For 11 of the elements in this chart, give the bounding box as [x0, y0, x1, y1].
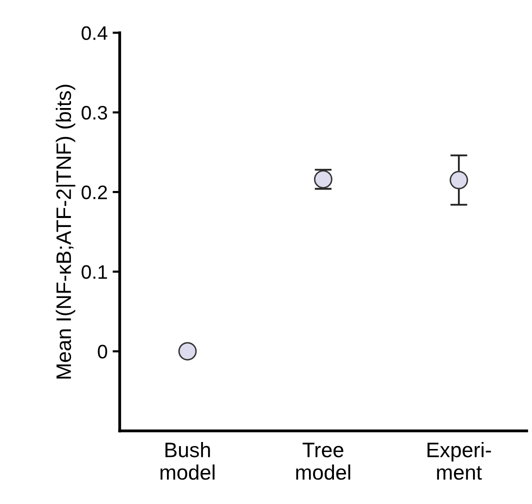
y-tick-label: 0 — [98, 344, 108, 359]
y-tick-label: 0.1 — [82, 265, 107, 279]
point — [450, 170, 468, 190]
point — [178, 342, 197, 360]
y-tick-label: 0.3 — [82, 106, 108, 120]
x-tick-label: Bush model — [160, 442, 215, 480]
y-tick-label: 0.4 — [82, 26, 108, 40]
x-tick-label: Experi- ment — [428, 442, 491, 480]
x-tick-label: Tree model — [296, 442, 350, 480]
y-tick-label: 0.2 — [82, 185, 107, 200]
y-axis-title: Mean I(NF-κB;ATF-2|TNF) (bits) — [56, 84, 76, 378]
